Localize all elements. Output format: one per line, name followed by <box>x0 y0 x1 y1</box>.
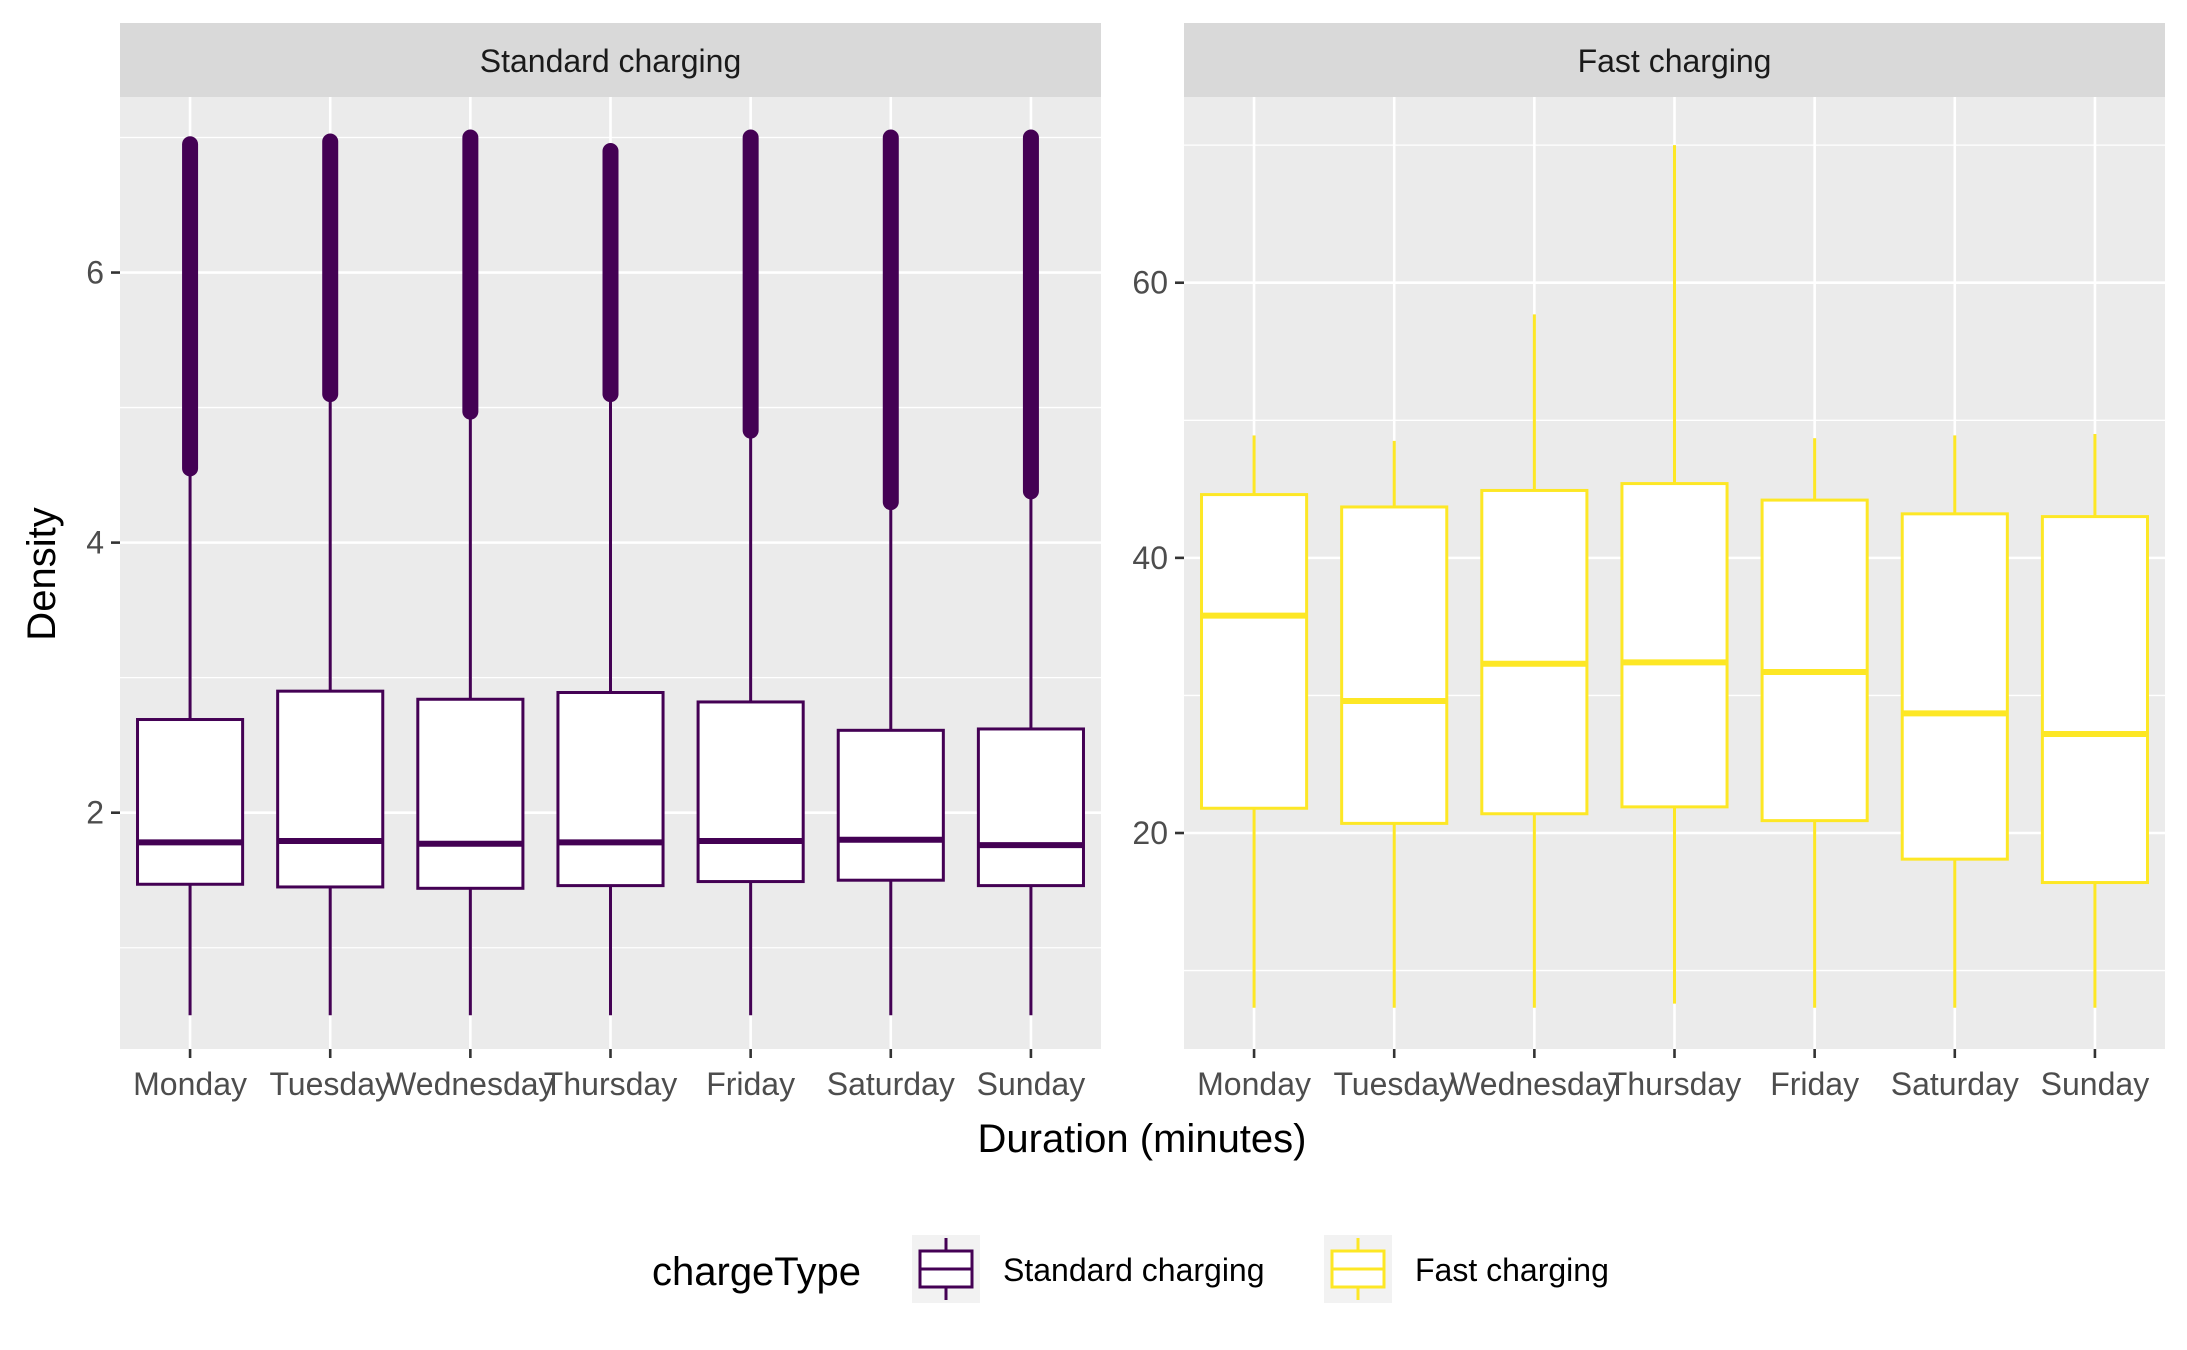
box-iqr <box>1480 488 1589 816</box>
box-sunday <box>2040 434 2149 1008</box>
legend-label: Fast charging <box>1415 1252 1609 1288</box>
x-tick-label: Sunday <box>977 1066 1086 1102</box>
box-iqr <box>556 691 665 888</box>
x-axis-title: Duration (minutes) <box>977 1117 1306 1161</box>
y-tick-label: 6 <box>86 255 104 291</box>
box-iqr <box>136 718 245 886</box>
box-iqr <box>276 689 385 889</box>
panel-strip-bg <box>120 23 1101 97</box>
y-tick-label: 20 <box>1132 815 1168 851</box>
y-tick-label: 40 <box>1132 540 1168 576</box>
box-wednesday <box>1480 314 1589 1008</box>
box-iqr <box>836 728 945 882</box>
box-wednesday <box>416 129 525 1016</box>
box-sunday <box>976 129 1085 1016</box>
box-saturday <box>836 129 945 1016</box>
y-tick-label: 2 <box>86 795 104 831</box>
panel-1: Fast charging 20 40 60 Monday TuesdayWednesda… <box>1132 23 2165 1102</box>
legend: chargeType Standard charging Fast chargin… <box>652 1235 1609 1303</box>
x-tick-label: Thursday <box>544 1066 677 1102</box>
legend-title: chargeType <box>652 1250 861 1294</box>
box-thursday <box>1620 145 1729 1004</box>
box-tuesday <box>276 133 385 1016</box>
panel-strip-label: Fast charging <box>1578 43 1772 79</box>
outlier-points <box>462 129 479 420</box>
box-iqr <box>1620 482 1729 809</box>
box-iqr <box>1900 512 2009 861</box>
panel-0: Standard charging 2 4 6 Monday TuesdayWednesd… <box>86 23 1101 1102</box>
y-tick-label: 60 <box>1132 265 1168 301</box>
box-monday <box>1200 435 1309 1008</box>
x-tick-label: Wednesday <box>1450 1066 1618 1102</box>
x-tick-label: Saturday <box>827 1066 955 1102</box>
outlier-points <box>742 129 759 439</box>
x-tick-label: Sunday <box>2041 1066 2150 1102</box>
panel-strip-bg <box>1184 23 2165 97</box>
box-tuesday <box>1340 440 1449 1008</box>
x-tick-label: Saturday <box>1891 1066 2019 1102</box>
box-thursday <box>556 143 665 1016</box>
legend-label: Standard charging <box>1003 1252 1265 1288</box>
box-friday <box>1760 438 1869 1008</box>
outlier-points <box>1022 129 1039 500</box>
box-iqr <box>416 697 525 890</box>
box-iqr <box>1200 493 1309 810</box>
x-tick-label: Tuesday <box>269 1066 391 1102</box>
x-tick-label: Wednesday <box>386 1066 554 1102</box>
x-tick-label: Friday <box>706 1066 795 1102</box>
box-saturday <box>1900 435 2009 1008</box>
x-tick-label: Monday <box>1197 1066 1311 1102</box>
legend-item-1: Fast charging <box>1324 1235 1609 1303</box>
x-tick-label: Tuesday <box>1333 1066 1455 1102</box>
box-iqr <box>1760 498 1869 823</box>
box-iqr <box>976 727 1085 888</box>
outlier-points <box>322 133 339 403</box>
box-iqr <box>696 700 805 884</box>
x-tick-label: Thursday <box>1608 1066 1741 1102</box>
box-monday <box>136 136 245 1016</box>
outlier-points <box>182 136 199 477</box>
y-tick-label: 4 <box>86 525 104 561</box>
outlier-points <box>602 143 619 403</box>
outlier-points <box>882 129 899 511</box>
x-tick-label: Monday <box>133 1066 247 1102</box>
x-tick-label: Friday <box>1770 1066 1859 1102</box>
y-axis-title: Density <box>20 507 64 640</box>
legend-item-0: Standard charging <box>912 1235 1265 1303</box>
box-friday <box>696 129 805 1016</box>
box-iqr <box>2040 515 2149 885</box>
panel-strip-label: Standard charging <box>480 43 742 79</box>
box-iqr <box>1340 505 1449 825</box>
